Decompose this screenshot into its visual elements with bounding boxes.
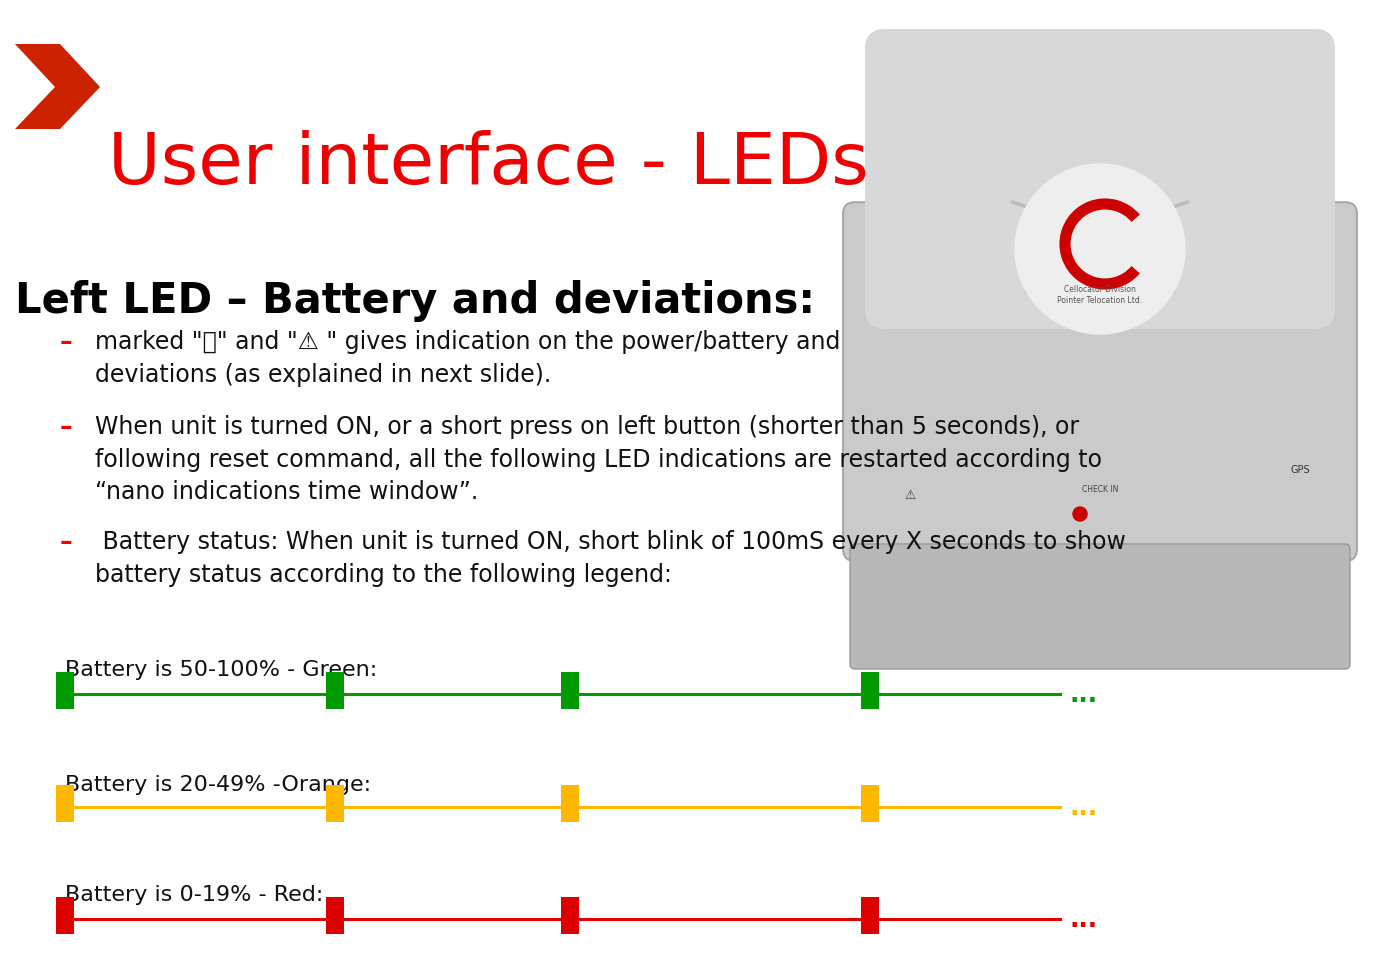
Bar bbox=[861, 672, 879, 709]
Text: –: – bbox=[60, 529, 72, 554]
Text: Cellocator Division
Pointer Telocation Ltd.: Cellocator Division Pointer Telocation L… bbox=[1058, 285, 1142, 304]
Bar bbox=[55, 785, 73, 822]
FancyBboxPatch shape bbox=[850, 545, 1350, 669]
Text: GPS: GPS bbox=[1290, 465, 1310, 474]
Text: marked "⎓" and "⚠ " gives indication on the power/battery and
deviations (as exp: marked "⎓" and "⚠ " gives indication on … bbox=[96, 330, 840, 386]
Bar bbox=[326, 672, 344, 709]
Bar bbox=[326, 785, 344, 822]
Bar bbox=[861, 897, 879, 934]
FancyBboxPatch shape bbox=[865, 30, 1335, 330]
Text: Battery status: When unit is turned ON, short blink of 100mS every X seconds to : Battery status: When unit is turned ON, … bbox=[96, 529, 1125, 586]
Text: ⚠: ⚠ bbox=[905, 488, 916, 501]
Bar bbox=[55, 897, 73, 934]
Text: CHECK IN: CHECK IN bbox=[1082, 485, 1119, 494]
Text: Battery is 0-19% - Red:: Battery is 0-19% - Red: bbox=[65, 884, 323, 904]
Text: –: – bbox=[60, 415, 72, 438]
Bar bbox=[561, 672, 579, 709]
Text: ...: ... bbox=[1070, 795, 1098, 820]
Text: ...: ... bbox=[1070, 683, 1098, 706]
Text: ...: ... bbox=[1070, 907, 1098, 931]
Bar bbox=[55, 672, 73, 709]
Bar bbox=[326, 897, 344, 934]
Text: Left LED – Battery and deviations:: Left LED – Battery and deviations: bbox=[15, 280, 815, 322]
Polygon shape bbox=[15, 45, 100, 130]
Text: Battery is 50-100% - Green:: Battery is 50-100% - Green: bbox=[65, 659, 377, 680]
Text: User interface - LEDs: User interface - LEDs bbox=[108, 130, 869, 199]
Bar bbox=[561, 785, 579, 822]
Circle shape bbox=[1073, 508, 1087, 521]
Bar bbox=[561, 897, 579, 934]
FancyBboxPatch shape bbox=[843, 203, 1357, 561]
Text: –: – bbox=[60, 330, 72, 354]
Text: Battery is 20-49% -Orange:: Battery is 20-49% -Orange: bbox=[65, 775, 371, 794]
Bar bbox=[861, 785, 879, 822]
Text: When unit is turned ON, or a short press on left button (shorter than 5 seconds): When unit is turned ON, or a short press… bbox=[96, 415, 1102, 504]
Circle shape bbox=[1015, 165, 1185, 334]
